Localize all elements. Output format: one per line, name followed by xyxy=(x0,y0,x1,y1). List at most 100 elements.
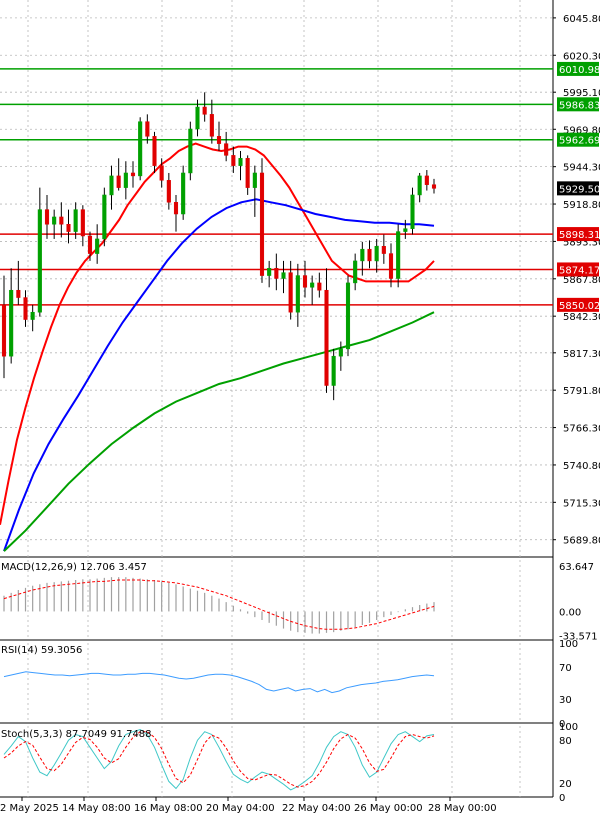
candle-body xyxy=(360,248,365,262)
candle-body xyxy=(353,260,358,284)
price-tick-label: 5715.30 xyxy=(563,498,600,509)
rsi-line xyxy=(3,671,435,694)
candle-body xyxy=(37,209,42,313)
level-label: 5962.69 xyxy=(559,136,600,147)
price-tick-label: 5969.80 xyxy=(563,125,600,136)
time-tick-label: 22 May 04:00 xyxy=(282,803,351,814)
candle-body xyxy=(274,267,279,279)
rsi-tick-label: 0 xyxy=(559,719,565,730)
time-tick-label: 28 May 00:00 xyxy=(428,803,497,814)
candle-body xyxy=(73,209,78,232)
stoch-tick-label: 0 xyxy=(559,793,565,804)
candle-body xyxy=(44,209,50,225)
candle-body xyxy=(424,175,429,185)
candle-body xyxy=(367,248,372,262)
stoch-k-line xyxy=(3,728,435,791)
candle-body xyxy=(216,136,222,144)
moving-average-line xyxy=(3,198,435,552)
candle-body xyxy=(9,289,14,357)
level-label: 6010.98 xyxy=(559,65,600,76)
moving-averages xyxy=(0,142,435,552)
level-label: 5898.31 xyxy=(559,230,600,241)
level-label: 5874.17 xyxy=(559,265,600,276)
candle-body xyxy=(52,216,57,225)
candle-body xyxy=(324,289,329,386)
candle-body xyxy=(87,235,93,254)
stoch-tick-label: 20 xyxy=(559,779,572,790)
candle-body xyxy=(302,275,308,288)
candle-body xyxy=(317,282,322,291)
stoch-label: Stoch(5,3,3) 87.7049 91.7488 xyxy=(1,729,152,740)
candle-body xyxy=(410,194,415,229)
level-label-bg xyxy=(557,132,599,147)
level-label-bg xyxy=(557,97,599,112)
price-tick-label: 5817.30 xyxy=(563,349,600,360)
level-label-bg xyxy=(557,262,599,277)
macd-tick-label: 0.00 xyxy=(559,607,581,618)
stoch-tick-label: 100 xyxy=(559,722,578,733)
candlesticks xyxy=(1,92,437,401)
price-tick-label: 5766.30 xyxy=(563,424,600,435)
time-axis: 2 May 2025 14 May 08:00 16 May 08:00 20 May… xyxy=(0,797,497,814)
macd-label: MACD(12,26,9) 12.706 3.457 xyxy=(1,562,147,573)
rsi-label: RSI(14) 59.3056 xyxy=(1,645,82,656)
macd-panel: 63.647 0.00 -33.571 xyxy=(3,562,598,642)
candle-body xyxy=(1,304,7,357)
candle-body xyxy=(381,246,386,254)
stoch-d-line xyxy=(3,731,435,788)
rsi-tick-label: 70 xyxy=(559,663,572,674)
candle-body xyxy=(345,282,351,350)
candle-body xyxy=(238,158,243,166)
current-price-label: 5929.50 xyxy=(559,184,600,195)
candle-body xyxy=(245,158,250,188)
price-axis: 6045.80 6020.30 5995.10 5969.80 5944.30 5918.… xyxy=(553,14,600,547)
rsi-tick-label: 30 xyxy=(559,695,572,706)
level-labels: 6010.98 5986.83 5962.69 5898.31 5874.17 5850.… xyxy=(557,61,600,312)
rsi-tick-label: 100 xyxy=(559,639,578,650)
price-tick-label: 6045.80 xyxy=(563,14,600,25)
level-label-bg xyxy=(557,227,599,242)
candle-body xyxy=(388,253,394,279)
candle-body xyxy=(166,180,171,203)
candle-body xyxy=(188,128,193,174)
candle-body xyxy=(123,172,128,188)
candle-body xyxy=(138,121,143,177)
price-tick-label: 5689.80 xyxy=(563,536,600,547)
candle-body xyxy=(102,194,107,240)
price-tick-label: 5842.30 xyxy=(563,312,600,323)
candle-body xyxy=(288,272,293,313)
time-tick-label: 16 May 08:00 xyxy=(134,803,203,814)
candle-body xyxy=(331,355,336,386)
candle-body xyxy=(159,165,164,181)
grid-lines xyxy=(0,0,554,798)
macd-tick-label: 63.647 xyxy=(559,562,594,573)
candle-body xyxy=(224,143,229,156)
time-tick-label: 2 May 2025 xyxy=(0,803,59,814)
candle-body xyxy=(417,175,422,196)
moving-average-line xyxy=(0,142,435,525)
candle-body xyxy=(310,282,315,288)
candle-body xyxy=(16,289,21,298)
price-tick-label: 5791.80 xyxy=(563,386,600,397)
price-tick-label: 6020.30 xyxy=(563,51,600,62)
candle-body xyxy=(259,172,265,276)
time-tick-label: 20 May 04:00 xyxy=(206,803,275,814)
candle-body xyxy=(152,136,157,166)
price-tick-label: 5893.30 xyxy=(563,237,600,248)
candle-body xyxy=(109,175,114,196)
candle-body xyxy=(403,228,408,232)
candle-body xyxy=(95,238,100,254)
candle-body xyxy=(23,297,28,320)
candle-body xyxy=(267,267,272,276)
candle-body xyxy=(80,209,85,237)
macd-tick-label: -33.571 xyxy=(559,631,598,642)
support-resistance-lines xyxy=(0,68,553,306)
candle-body xyxy=(231,155,236,166)
candle-body xyxy=(66,224,71,232)
candle-body xyxy=(295,275,300,313)
level-label-bg xyxy=(557,61,599,76)
candle-body xyxy=(338,348,343,357)
candle-body xyxy=(396,231,401,279)
rsi-panel: 100 70 30 0 xyxy=(3,639,578,730)
level-label-bg xyxy=(557,297,599,312)
